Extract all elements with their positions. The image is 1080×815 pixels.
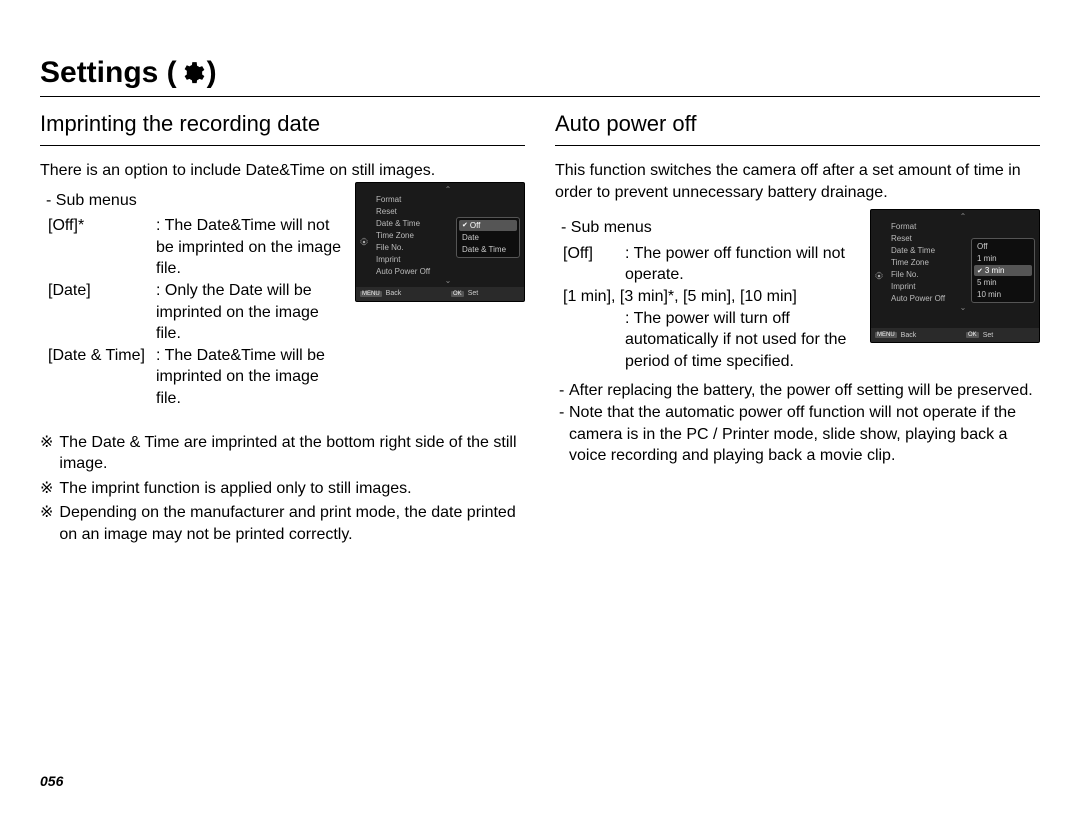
ss-popup-item: 5 min [974,277,1032,288]
gear-icon [179,60,205,86]
ss-menu-item: Format [887,221,1039,232]
def-val: : The Date&Time will be imprinted on the… [156,345,345,410]
times-desc: : The power will turn off automatically … [625,308,860,373]
def-key: [Date & Time] [48,345,156,367]
ss-back-label: Back [901,332,917,339]
ss-popup-item: Date & Time [459,244,517,255]
title-prefix: Settings ( [40,56,177,90]
left-rule [40,145,525,146]
note-text: The Date & Time are imprinted at the bot… [59,432,525,475]
ss-popup-item: 1 min [974,253,1032,264]
right-rule [555,145,1040,146]
note-text: Depending on the manufacturer and print … [59,502,525,545]
ss-popup-item: Date [459,232,517,243]
bullet-dash: - [559,402,569,424]
left-heading: Imprinting the recording date [40,111,525,137]
bullet-text: After replacing the battery, the power o… [569,380,1033,402]
autopoweroff-screenshot: ⌃ Format Reset Date & Time Time Zone Fil… [870,209,1040,343]
def-val: : The power off function will not operat… [625,243,860,286]
ok-button-icon: OK [451,291,464,297]
page-number: 056 [40,773,63,789]
ss-popup-item-selected: ✔3 min [974,265,1032,276]
menu-button-icon: MENU [360,291,382,297]
page-title: Settings ( ) [40,56,1040,90]
times-line: [1 min], [3 min]*, [5 min], [10 min] [563,286,797,308]
ss-popup: Off 1 min ✔3 min 5 min 10 min [971,238,1035,303]
chevron-down-icon: ⌄ [372,278,524,284]
ss-set-label: Set [468,290,479,297]
def-key: [Off]* [48,215,156,237]
ss-menu-item: Format [372,194,524,205]
gear-icon [871,210,887,342]
bullet-text: Note that the automatic power off functi… [569,402,1040,467]
right-column: Auto power off This function switches th… [555,107,1040,549]
check-icon: ✔ [977,267,983,275]
menu-button-icon: MENU [875,332,897,338]
left-column: Imprinting the recording date There is a… [40,107,525,549]
ss-set-label: Set [983,332,994,339]
ok-button-icon: OK [966,332,979,338]
right-intro: This function switches the camera off af… [555,160,1040,203]
def-key: [Off] [563,243,625,265]
bullet-dash: - [559,380,569,402]
right-submenu-label: - Sub menus [561,217,860,239]
ss-popup-item-selected: ✔Off [459,220,517,231]
note-mark: ※ [40,432,53,454]
gear-icon [356,183,372,301]
note-mark: ※ [40,478,53,500]
ss-back-label: Back [386,290,402,297]
ss-popup-item: Off [974,241,1032,252]
chevron-down-icon: ⌄ [887,305,1039,311]
right-heading: Auto power off [555,111,1040,137]
chevron-up-icon: ⌃ [372,187,524,193]
chevron-up-icon: ⌃ [887,214,1039,220]
def-val: : Only the Date will be imprinted on the… [156,280,345,345]
check-icon: ✔ [462,221,468,229]
left-notes: ※ The Date & Time are imprinted at the b… [40,432,525,546]
title-suffix: ) [207,56,217,90]
ss-popup-label: 3 min [985,266,1005,275]
ss-popup-label: Off [470,221,481,230]
note-mark: ※ [40,502,53,524]
left-intro: There is an option to include Date&Time … [40,160,525,182]
imprint-screenshot: ⌃ Format Reset Date & Time Time Zone Fil… [355,182,525,302]
note-text: The imprint function is applied only to … [59,478,411,500]
ss-menu-item: Reset [372,206,524,217]
ss-menu-item: Auto Power Off [372,266,524,277]
def-val: : The Date&Time will not be imprinted on… [156,215,345,280]
ss-footer: MENU Back OK Set [871,328,1039,342]
ss-popup-item: 10 min [974,289,1032,300]
left-submenu-label: - Sub menus [46,190,345,212]
title-rule [40,96,1040,97]
ss-footer: MENU Back OK Set [356,287,524,301]
ss-popup: ✔Off Date Date & Time [456,217,520,258]
def-key: [Date] [48,280,156,302]
